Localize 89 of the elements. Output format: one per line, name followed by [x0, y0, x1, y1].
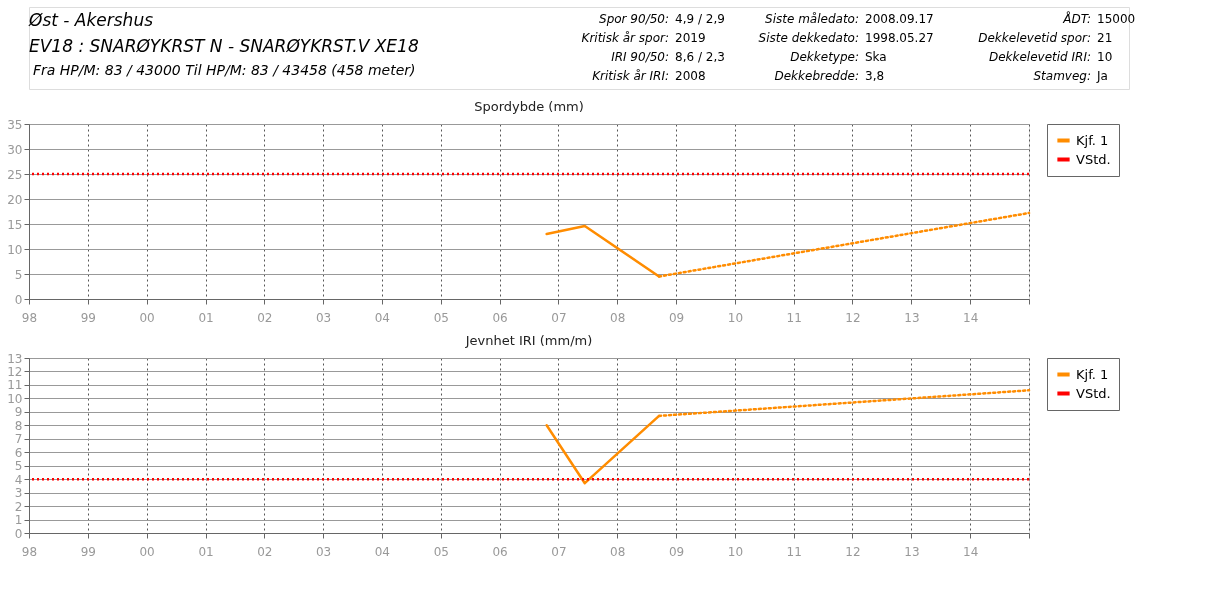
text: Kritisk år IRI:: [592, 69, 669, 83]
y-tick-label: 5: [14, 267, 23, 282]
text: Siste dekkedato:: [758, 31, 859, 45]
y-tick-label: 9: [14, 405, 23, 420]
text: Fra HP/M: 83 / 43000 Til HP/M: 83 / 43458 (458 meter): [33, 62, 416, 78]
x-tick-label: 08: [610, 310, 626, 325]
text: Dekkebredde:: [774, 69, 859, 83]
legend-label: VStd.: [1076, 385, 1111, 401]
text: 4,9 / 2,9: [675, 12, 725, 26]
x-tick-label: 98: [21, 544, 38, 559]
x-tick-label: 11: [786, 310, 802, 325]
text: Dekkelevetid spor:: [978, 31, 1091, 45]
x-tick-label: 00: [139, 310, 155, 325]
x-tick-label: 99: [80, 544, 96, 559]
text: Kritisk år spor:: [581, 31, 669, 45]
text: ÅDT:: [1062, 11, 1091, 26]
text: Øst - Akershus: [28, 10, 154, 30]
y-tick-label: 11: [7, 378, 23, 393]
text: Ja: [1096, 69, 1108, 83]
x-tick-label: 07: [551, 310, 567, 325]
y-tick-label: 6: [14, 445, 23, 460]
x-tick-label: 10: [727, 310, 744, 325]
text: 2019: [675, 31, 706, 45]
y-tick-label: 13: [7, 351, 23, 366]
x-tick-label: 01: [198, 544, 214, 559]
y-tick-label: 0: [14, 526, 23, 541]
x-tick-label: 10: [727, 544, 744, 559]
x-tick-label: 06: [492, 310, 508, 325]
y-tick-label: 7: [14, 432, 23, 447]
y-tick-label: 10: [7, 391, 23, 406]
text: 2008.09.17: [865, 12, 934, 26]
text: 8,6 / 2,3: [675, 50, 725, 64]
x-tick-label: 01: [198, 310, 214, 325]
x-tick-label: 03: [315, 544, 332, 559]
x-tick-label: 99: [80, 310, 96, 325]
x-tick-label: 02: [257, 310, 273, 325]
text: 1998.05.27: [865, 31, 934, 45]
x-tick-label: 09: [668, 310, 685, 325]
y-tick-label: 15: [7, 217, 23, 232]
y-tick-label: 8: [14, 418, 23, 433]
y-tick-label: 5: [14, 459, 23, 474]
text: 3,8: [865, 69, 885, 83]
legend-label: VStd.: [1076, 151, 1111, 167]
x-tick-label: 98: [21, 310, 38, 325]
text: Siste måledato:: [765, 12, 859, 26]
text: 15000: [1097, 12, 1136, 26]
text: IRI 90/50:: [611, 50, 669, 64]
text: Stamveg:: [1033, 69, 1091, 83]
x-tick-label: 13: [904, 544, 920, 559]
x-tick-label: 03: [315, 310, 332, 325]
text: Dekketype:: [790, 50, 859, 64]
y-tick-label: 30: [7, 142, 23, 157]
y-tick-label: 10: [7, 242, 23, 257]
y-tick-label: 1: [14, 513, 23, 528]
x-tick-label: 12: [845, 544, 861, 559]
chart-title: Spordybde (mm): [474, 99, 584, 114]
x-tick-label: 14: [963, 544, 979, 559]
y-tick-label: 3: [14, 486, 23, 501]
y-tick-label: 0: [14, 292, 23, 307]
y-tick-label: 35: [7, 117, 23, 132]
text: EV18 : SNARØYKRST N - SNARØYKRST.V XE18: [29, 36, 419, 56]
chart-title: Jevnhet IRI (mm/m): [464, 333, 593, 348]
legend-label: Kjf. 1: [1076, 366, 1109, 382]
x-tick-label: 04: [374, 310, 391, 325]
y-tick-label: 20: [7, 192, 23, 207]
x-tick-label: 02: [257, 544, 273, 559]
y-tick-label: 2: [14, 499, 23, 514]
text: 2008: [675, 69, 706, 83]
x-tick-label: 09: [668, 544, 685, 559]
text: 10: [1097, 50, 1113, 64]
text: Spor 90/50:: [599, 12, 669, 26]
x-tick-label: 14: [963, 310, 979, 325]
x-tick-label: 11: [786, 544, 802, 559]
x-tick-label: 00: [139, 544, 155, 559]
x-tick-label: 06: [492, 544, 508, 559]
x-tick-label: 08: [610, 544, 626, 559]
text: Dekkelevetid IRI:: [988, 50, 1091, 64]
y-tick-label: 4: [14, 472, 23, 487]
x-tick-label: 05: [433, 310, 449, 325]
x-tick-label: 04: [374, 544, 391, 559]
y-tick-label: 25: [7, 167, 23, 182]
x-tick-label: 07: [551, 544, 567, 559]
x-tick-label: 05: [433, 544, 449, 559]
x-tick-label: 13: [904, 310, 920, 325]
text: Ska: [865, 50, 887, 64]
legend-label: Kjf. 1: [1076, 132, 1109, 148]
x-tick-label: 12: [845, 310, 861, 325]
y-tick-label: 12: [7, 364, 23, 379]
text: 21: [1097, 31, 1113, 45]
